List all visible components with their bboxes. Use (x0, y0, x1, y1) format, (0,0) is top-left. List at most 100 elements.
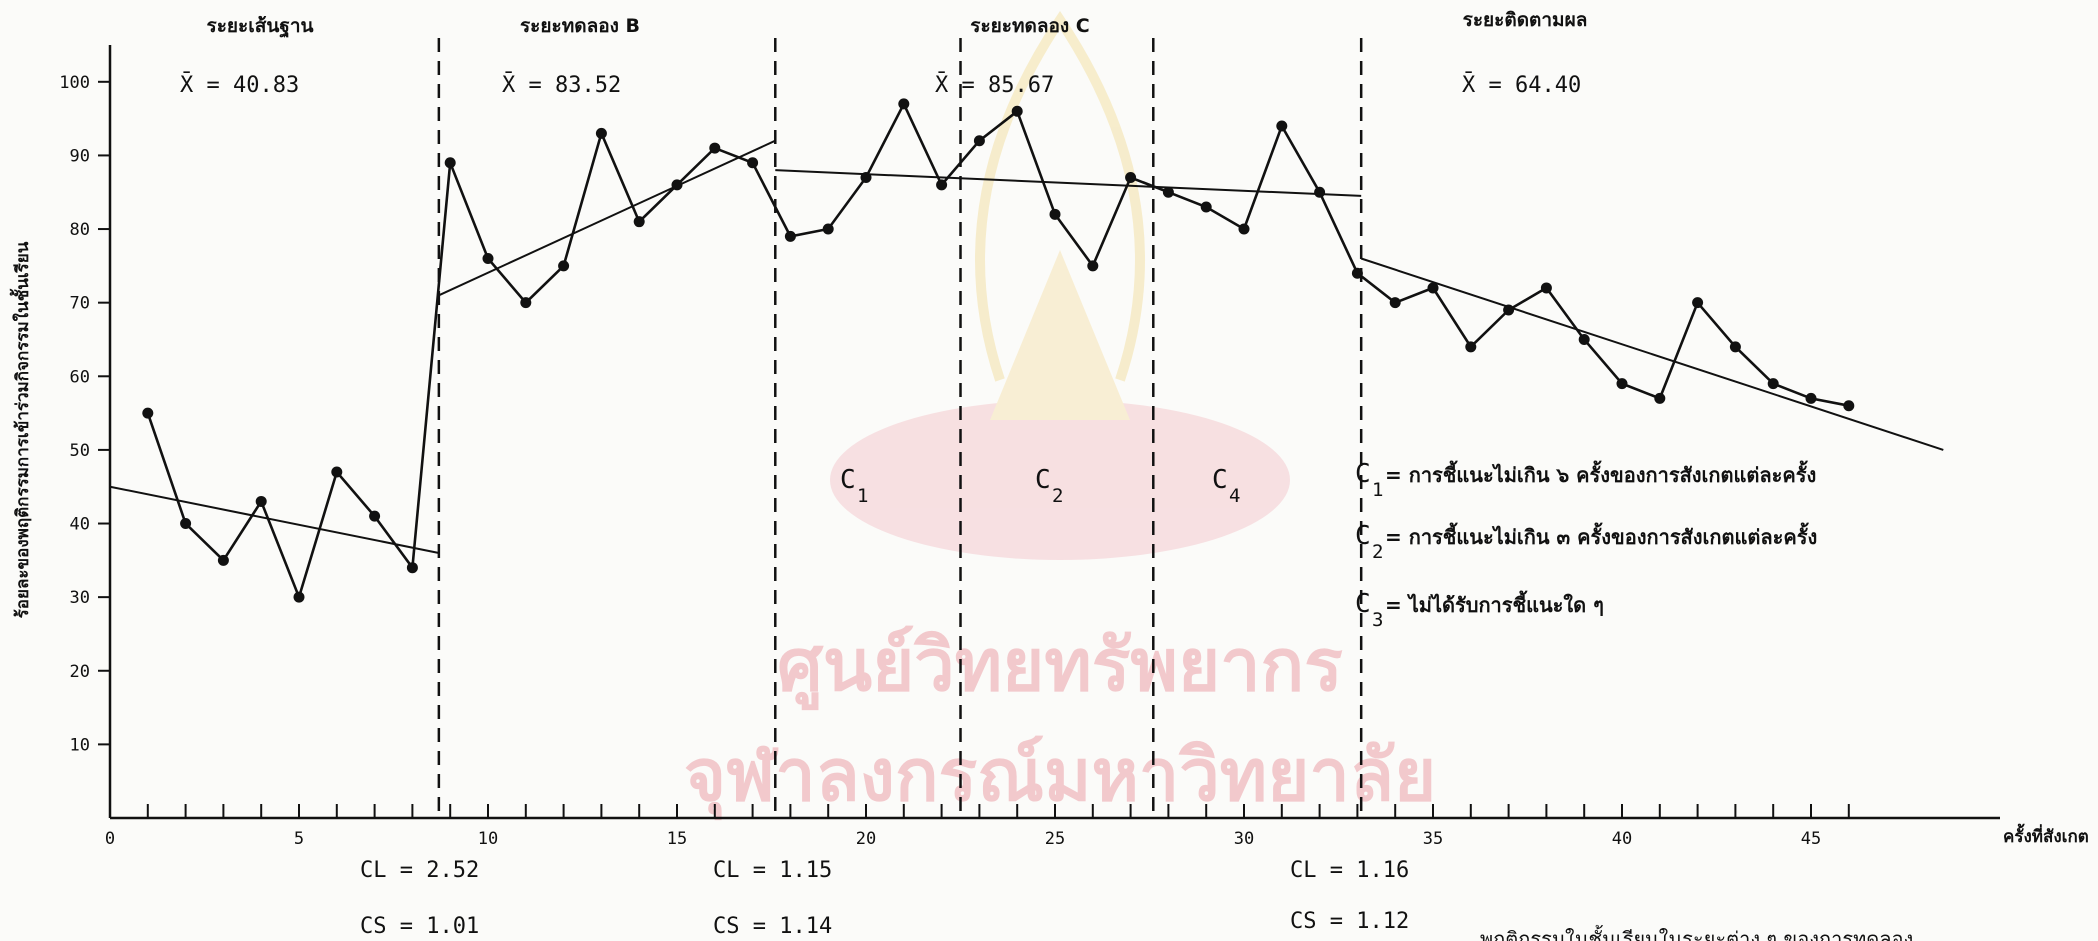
condition-label-c2: C 2 (1035, 465, 1063, 507)
x-ticks: 0 5 10 15 20 25 30 35 40 45 (105, 804, 1850, 849)
y-tick-label: 40 (70, 515, 90, 535)
x-tick-label: 30 (1234, 829, 1254, 849)
y-tick-label: 20 (70, 662, 90, 682)
stat-cs-follow-up: CS = 1.12 (1290, 909, 1409, 934)
data-point (595, 127, 607, 139)
legend: C 1 = การชี้แนะไม่เกิน ๖ ครั้งของการสังเ… (1355, 459, 1817, 631)
y-tick-label: 80 (70, 220, 90, 240)
x-tick-label: 45 (1801, 829, 1821, 849)
phase-mean-follow-up: X̄ = 64.40 (1462, 72, 1581, 98)
phase-mean-baseline: X̄ = 40.83 (180, 72, 299, 98)
svg-text:C: C (840, 465, 856, 495)
svg-text:1: 1 (857, 485, 868, 507)
legend-item-c3: C 3 = ไม่ได้รับการชี้แนะใด ๆ (1355, 589, 1604, 631)
data-point (1389, 297, 1401, 309)
x-tick-label: 40 (1612, 829, 1632, 849)
data-point (822, 223, 834, 235)
trend-lines (109, 139, 1944, 554)
svg-text:C: C (1212, 465, 1228, 495)
trend-line (775, 169, 1362, 197)
stat-cl-follow-up: CL = 1.16 (1290, 858, 1409, 883)
phase-title-treatment-b: ระยะทดลอง B (520, 15, 640, 37)
legend-item-c2: C 2 = การชี้แนะไม่เกิน ๓ ครั้งของการสังเ… (1355, 521, 1817, 563)
data-point (1162, 186, 1174, 198)
y-axis-title: ร้อยละของพฤติกรรมการเข้าร่วมกิจกรรมในชั้… (9, 241, 33, 618)
data-point (973, 135, 985, 147)
data-point (1087, 260, 1099, 272)
stat-cl-treatment-b: CL = 1.15 (713, 858, 832, 883)
svg-text:C: C (1355, 521, 1371, 551)
data-point (1427, 282, 1439, 294)
data-point (1805, 392, 1817, 404)
phase-mean-treatment-c: X̄ = 85.67 (935, 72, 1054, 98)
watermark-emblem (830, 10, 1290, 560)
condition-label-c1: C 1 (840, 465, 868, 507)
svg-text:C: C (1355, 459, 1371, 489)
svg-text:2: 2 (1052, 485, 1063, 507)
data-point (1314, 186, 1326, 198)
y-tick-label: 10 (70, 735, 90, 755)
data-point (255, 495, 267, 507)
trend-line (1360, 257, 1944, 451)
data-point (217, 554, 229, 566)
figure-caption-fragment: พฤติกรรมในชั้นเรียนในระยะต่าง ๆ ของการทด… (1480, 925, 1913, 941)
data-point (482, 252, 494, 264)
data-point (1578, 333, 1590, 345)
y-tick-label: 100 (59, 73, 90, 93)
data-point (1011, 105, 1023, 117)
data-point (180, 518, 192, 530)
data-point (1049, 208, 1061, 220)
x-tick-label: 10 (478, 829, 498, 849)
data-point (1616, 378, 1628, 390)
trend-line (109, 485, 440, 554)
watermark-line-1: ศูนย์วิทยทรัพยากร (777, 623, 1343, 711)
stat-cs-treatment-b: CS = 1.14 (713, 914, 832, 939)
phase-title-treatment-c: ระยะทดลอง C (970, 15, 1090, 37)
x-tick-label: 25 (1045, 829, 1065, 849)
svg-text:C: C (1355, 589, 1371, 619)
trend-line (438, 139, 776, 297)
data-point (558, 260, 570, 272)
svg-text:2: 2 (1372, 541, 1383, 563)
y-tick-label: 60 (70, 367, 90, 387)
data-point (1125, 172, 1137, 184)
data-point (860, 172, 872, 184)
x-axis-title: ครั้งที่สังเกต (2003, 823, 2089, 847)
data-point (1351, 267, 1363, 279)
svg-text:= การชี้แนะไม่เกิน ๖ ครั้งของก: = การชี้แนะไม่เกิน ๖ ครั้งของการสังเกตแต… (1385, 460, 1816, 487)
data-point (142, 407, 154, 419)
data-point (747, 157, 759, 169)
data-point (293, 591, 305, 603)
data-point (1540, 282, 1552, 294)
data-point (1200, 201, 1212, 213)
data-point (331, 466, 343, 478)
data-point (1692, 297, 1704, 309)
watermark-line-2: จุฬาลงกรณ์มหาวิทยาลัย (684, 733, 1436, 821)
stat-cl-baseline: CL = 2.52 (360, 858, 479, 883)
phase-title-follow-up: ระยะติดตามผล (1463, 9, 1588, 31)
legend-item-c1: C 1 = การชี้แนะไม่เกิน ๖ ครั้งของการสังเ… (1355, 459, 1816, 501)
data-point (1465, 341, 1477, 353)
svg-text:= การชี้แนะไม่เกิน ๓ ครั้งของก: = การชี้แนะไม่เกิน ๓ ครั้งของการสังเกตแต… (1385, 522, 1817, 549)
data-point (1238, 223, 1250, 235)
data-point (709, 142, 721, 154)
svg-text:1: 1 (1372, 479, 1383, 501)
y-tick-label: 50 (70, 441, 90, 461)
y-tick-label: 30 (70, 588, 90, 608)
svg-text:C: C (1035, 465, 1051, 495)
x-tick-label: 15 (667, 829, 687, 849)
data-point (520, 297, 532, 309)
series-points (142, 98, 1855, 603)
data-point (1654, 392, 1666, 404)
y-tick-label: 90 (70, 146, 90, 166)
svg-text:3: 3 (1372, 609, 1383, 631)
x-tick-label: 20 (856, 829, 876, 849)
y-ticks: 10 20 30 40 50 60 70 80 90 100 (59, 73, 110, 755)
phase-dividers (437, 38, 1363, 818)
data-point (784, 230, 796, 242)
phase-mean-treatment-b: X̄ = 83.52 (502, 72, 621, 98)
series-line (146, 100, 1850, 602)
svg-text:4: 4 (1229, 485, 1240, 507)
data-point (936, 179, 948, 191)
